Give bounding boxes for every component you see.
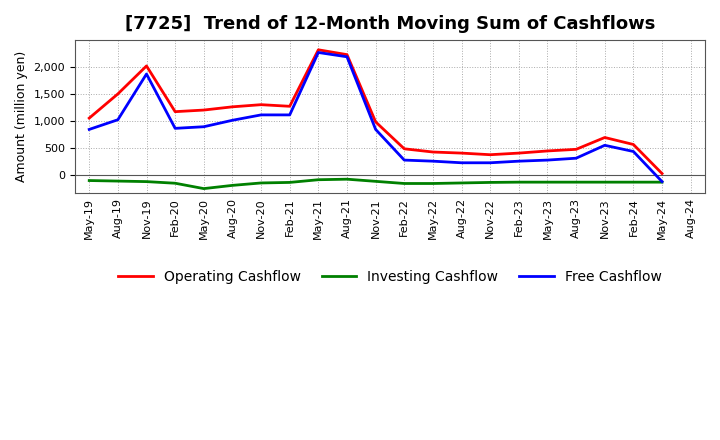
Operating Cashflow: [600, 135, 609, 140]
Operating Cashflow: [515, 150, 523, 156]
Operating Cashflow: [543, 148, 552, 154]
Free Cashflow: [142, 71, 150, 77]
Investing Cashflow: [142, 179, 150, 184]
Investing Cashflow: [572, 180, 580, 185]
Operating Cashflow: [314, 47, 323, 52]
Operating Cashflow: [199, 107, 208, 113]
Operating Cashflow: [372, 119, 380, 125]
Free Cashflow: [428, 158, 437, 164]
Operating Cashflow: [285, 104, 294, 109]
Free Cashflow: [228, 117, 237, 123]
Line: Investing Cashflow: Investing Cashflow: [89, 179, 662, 189]
Free Cashflow: [372, 127, 380, 132]
Free Cashflow: [343, 54, 351, 59]
Investing Cashflow: [515, 180, 523, 185]
Investing Cashflow: [543, 180, 552, 185]
Operating Cashflow: [657, 171, 666, 176]
Line: Operating Cashflow: Operating Cashflow: [89, 50, 662, 173]
Operating Cashflow: [228, 104, 237, 110]
Free Cashflow: [457, 160, 466, 165]
Investing Cashflow: [314, 177, 323, 182]
Operating Cashflow: [428, 150, 437, 155]
Investing Cashflow: [400, 181, 408, 186]
Y-axis label: Amount (million yen): Amount (million yen): [15, 51, 28, 183]
Free Cashflow: [572, 156, 580, 161]
Free Cashflow: [85, 127, 94, 132]
Investing Cashflow: [257, 180, 266, 186]
Investing Cashflow: [199, 186, 208, 191]
Investing Cashflow: [228, 183, 237, 188]
Operating Cashflow: [457, 150, 466, 156]
Operating Cashflow: [486, 152, 495, 158]
Free Cashflow: [114, 117, 122, 122]
Investing Cashflow: [372, 179, 380, 184]
Operating Cashflow: [114, 91, 122, 96]
Line: Free Cashflow: Free Cashflow: [89, 52, 662, 182]
Free Cashflow: [199, 124, 208, 129]
Operating Cashflow: [400, 146, 408, 151]
Free Cashflow: [600, 143, 609, 148]
Free Cashflow: [629, 149, 638, 154]
Investing Cashflow: [114, 179, 122, 184]
Investing Cashflow: [343, 176, 351, 182]
Free Cashflow: [257, 112, 266, 117]
Free Cashflow: [314, 50, 323, 55]
Free Cashflow: [400, 158, 408, 163]
Operating Cashflow: [257, 102, 266, 107]
Free Cashflow: [543, 158, 552, 163]
Investing Cashflow: [657, 180, 666, 185]
Title: [7725]  Trend of 12-Month Moving Sum of Cashflows: [7725] Trend of 12-Month Moving Sum of C…: [125, 15, 655, 33]
Investing Cashflow: [285, 180, 294, 185]
Legend: Operating Cashflow, Investing Cashflow, Free Cashflow: Operating Cashflow, Investing Cashflow, …: [112, 265, 667, 290]
Free Cashflow: [657, 179, 666, 184]
Operating Cashflow: [142, 63, 150, 69]
Operating Cashflow: [85, 115, 94, 121]
Operating Cashflow: [171, 109, 179, 114]
Investing Cashflow: [600, 180, 609, 185]
Investing Cashflow: [629, 180, 638, 185]
Operating Cashflow: [572, 147, 580, 152]
Investing Cashflow: [486, 180, 495, 185]
Operating Cashflow: [629, 142, 638, 147]
Investing Cashflow: [428, 181, 437, 186]
Investing Cashflow: [171, 180, 179, 186]
Investing Cashflow: [457, 180, 466, 186]
Free Cashflow: [515, 158, 523, 164]
Investing Cashflow: [85, 178, 94, 183]
Free Cashflow: [171, 126, 179, 131]
Free Cashflow: [486, 160, 495, 165]
Free Cashflow: [285, 112, 294, 117]
Operating Cashflow: [343, 52, 351, 57]
